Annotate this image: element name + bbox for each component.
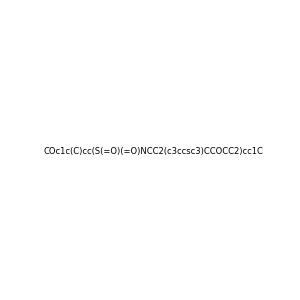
Text: COc1c(C)cc(S(=O)(=O)NCC2(c3ccsc3)CCOCC2)cc1C: COc1c(C)cc(S(=O)(=O)NCC2(c3ccsc3)CCOCC2)…: [44, 147, 264, 156]
